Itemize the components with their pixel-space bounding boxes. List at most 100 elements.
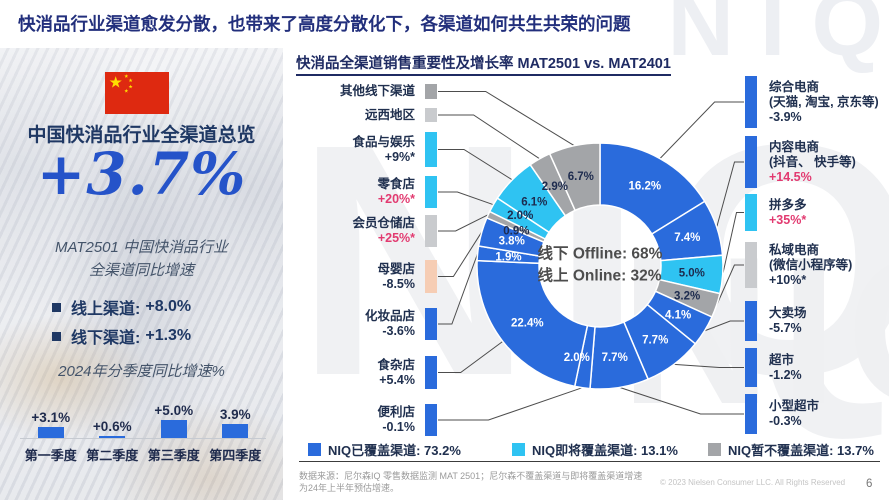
quarter-category-label: 第二季度 xyxy=(86,448,139,463)
legend-item: NIQ暂不覆盖渠道: 13.7% xyxy=(708,440,874,459)
leader-line xyxy=(716,161,744,228)
quarter-value-label: 3.9% xyxy=(219,407,251,422)
leader-line xyxy=(438,149,513,181)
channel-sub: (微信小程序等) xyxy=(769,257,853,272)
quarter-bar xyxy=(37,426,64,438)
channel-label-row: 便利店 -0.1% xyxy=(296,404,437,436)
channel-label-row: 私域电商 (微信小程序等) +10%* xyxy=(745,242,889,288)
bullet-label: 线上渠道: xyxy=(71,301,141,318)
leader-line xyxy=(438,231,483,277)
leader-line xyxy=(438,191,494,206)
chart-title: 快消品全渠道销售重要性及增长率 MAT2501 vs. MAT2401 xyxy=(296,52,671,76)
channel-label-row: 其他线下渠道 xyxy=(296,84,437,99)
legend-item: NIQ已覆盖渠道: 73.2% xyxy=(308,440,461,459)
channel-label-text: 大卖场 -5.7% xyxy=(769,301,807,341)
channel-growth: +14.5% xyxy=(769,169,812,184)
donut-percent-label: 2.0% xyxy=(507,210,533,222)
donut-percent-label: 7.7% xyxy=(602,352,628,364)
channel-label-row: 零食店 +20%* xyxy=(296,176,437,208)
footer-divider xyxy=(299,461,880,462)
channel-growth: +10%* xyxy=(769,272,807,287)
donut-chart: 16.2% 7.4% 5.0% 3.2% 4.1% 7.7% 7.7% 2.0% 22.4% 1.… xyxy=(438,91,744,421)
leader-line xyxy=(704,320,744,332)
quarter-value-label: +5.0% xyxy=(154,403,194,418)
leader-line xyxy=(659,101,744,159)
channel-marker xyxy=(425,176,437,208)
donut-percent-label: 4.1% xyxy=(665,310,691,322)
channel-label-text: 其他线下渠道 xyxy=(340,84,415,99)
channel-name: 其他线下渠道 xyxy=(339,84,415,98)
channel-label-row: 食杂店 +5.4% xyxy=(296,356,437,389)
center-offline-line: 线下 Offline: 68% xyxy=(537,245,663,263)
channel-marker xyxy=(745,76,757,128)
quarter-chart-title: 2024年分季度同比增速% xyxy=(58,363,225,380)
donut-percent-label: 2.9% xyxy=(542,181,568,193)
channel-marker xyxy=(425,308,437,340)
channel-marker xyxy=(425,260,437,293)
channel-name: 化妆品店 xyxy=(364,309,415,323)
china-flag-icon xyxy=(105,72,169,114)
channel-marker xyxy=(425,108,437,122)
legend-swatch xyxy=(308,443,321,456)
channel-label-row: 化妆品店 -3.6% xyxy=(296,308,437,340)
channel-marker xyxy=(425,356,437,389)
quarter-category-label: 第四季度 xyxy=(209,448,262,463)
channel-label-row: 小型超市 -0.3% xyxy=(745,394,889,434)
channel-name: 小型超市 xyxy=(769,399,820,413)
donut-percent-label: 22.4% xyxy=(511,317,544,329)
channel-label-row: 拼多多 +35%* xyxy=(745,194,889,231)
channel-marker xyxy=(425,84,437,99)
channel-label-text: 便利店 -0.1% xyxy=(377,404,415,436)
page-title: 快消品行业渠道愈发分散，也带来了高度分散化下，各渠道如何共生共荣的问题 xyxy=(18,14,631,34)
channel-label-text: 母婴店 -8.5% xyxy=(377,260,415,293)
legend-label: NIQ已覆盖渠道: 73.2% xyxy=(328,443,461,458)
channel-label-text: 食品与娱乐 +9%* xyxy=(352,132,415,167)
donut-percent-label: 7.7% xyxy=(642,335,668,347)
channel-label-text: 私域电商 (微信小程序等) +10%* xyxy=(769,242,852,288)
caption-line-2: 全渠道同比增速 xyxy=(88,262,194,280)
channel-label-text: 超市 -1.2% xyxy=(769,348,802,387)
leader-line xyxy=(438,387,583,421)
legend-swatch xyxy=(708,443,721,456)
channel-label-row: 内容电商 (抖音、 快手等) +14.5% xyxy=(745,136,889,188)
donut-center-label: 线下 Offline: 68% 线上 Online: 32% xyxy=(538,244,663,289)
channel-sub: (天猫, 淘宝, 京东等) xyxy=(769,94,879,109)
channel-marker xyxy=(745,394,757,434)
quarter-value-label: +3.1% xyxy=(31,409,71,425)
channel-name: 综合电商 xyxy=(769,79,820,94)
quarter-bar-chart: +3.1% +0.6% +5.0% 3.9% 第一季度 第二季度 第三季度 第四季度 xyxy=(20,386,266,464)
quarter-categories: 第一季度 第二季度 第三季度 第四季度 xyxy=(20,445,266,464)
channel-marker xyxy=(425,404,437,436)
legend-swatch xyxy=(512,443,525,456)
legend-label: NIQ即将覆盖渠道: 13.1% xyxy=(532,443,678,458)
leader-line xyxy=(716,264,744,306)
legend-item: NIQ即将覆盖渠道: 13.1% xyxy=(512,440,678,459)
channel-name: 私域电商 xyxy=(769,242,820,257)
quarter-bar-column: +0.6% xyxy=(82,386,144,438)
bullet-value: +1.3% xyxy=(145,327,192,344)
channel-marker xyxy=(745,242,757,288)
legend-label: NIQ暂不覆盖渠道: 13.7% xyxy=(728,443,874,458)
donut-percent-label: 6.7% xyxy=(568,171,594,183)
channel-growth: +35%* xyxy=(769,212,807,227)
channel-label-text: 化妆品店 -3.6% xyxy=(365,308,415,340)
channel-name: 超市 xyxy=(769,352,795,367)
bullet-square-icon xyxy=(52,302,61,312)
sidebar-heading: 中国快消品行业全渠道总览 xyxy=(27,125,256,146)
channel-label-text: 内容电商 (抖音、 快手等) +14.5% xyxy=(769,136,856,188)
channel-label-text: 拼多多 +35%* xyxy=(769,194,807,231)
channel-growth-bullet: 线上渠道: +8.0% xyxy=(52,295,191,319)
quarter-bars: +3.1% +0.6% +5.0% 3.9% xyxy=(20,386,266,438)
quarter-bar-column: +5.0% xyxy=(143,386,205,438)
channel-growth: +9%* xyxy=(384,149,415,164)
channel-label-row: 综合电商 (天猫, 淘宝, 京东等) -3.9% xyxy=(745,76,889,128)
channel-label-row: 超市 -1.2% xyxy=(745,348,889,387)
leader-line xyxy=(438,91,575,147)
channel-marker xyxy=(745,348,757,387)
donut-percent-label: 6.1% xyxy=(521,197,547,209)
channel-label-row: 会员仓储店 +25%* xyxy=(296,215,437,247)
leader-line xyxy=(438,340,504,373)
channel-growth: -3.9% xyxy=(769,109,802,124)
quarter-bar xyxy=(99,435,126,438)
channel-growth: -3.6% xyxy=(382,324,415,338)
